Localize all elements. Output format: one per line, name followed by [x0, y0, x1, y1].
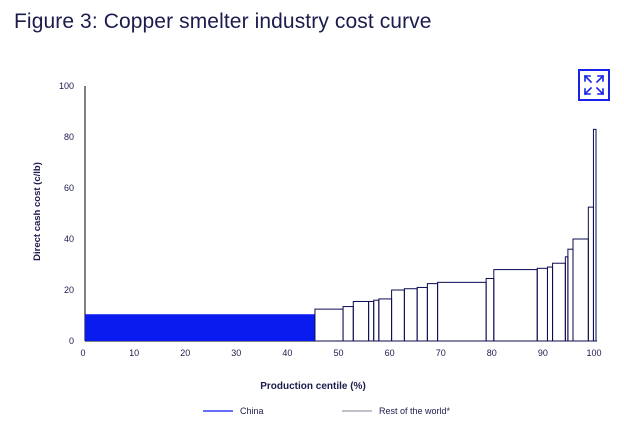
cost-segments: [85, 128, 597, 342]
x-tick-label: 10: [129, 348, 139, 358]
rest-of-world-segment: [426, 283, 439, 342]
y-tick-label: 20: [64, 285, 74, 295]
y-tick-label: 0: [69, 336, 74, 346]
x-tick-label: 70: [436, 348, 446, 358]
tick-labels: 0 20 40 60 80 100 0 10 20 30 40 50 60 70 80 90 100: [59, 81, 602, 358]
rest-of-world-segment: [342, 306, 354, 342]
x-tick-label: 0: [80, 348, 85, 358]
legend-label: Rest of the world*: [379, 406, 451, 416]
rest-of-world-segment: [368, 300, 375, 342]
rest-of-world-segment: [493, 269, 538, 342]
expand-arrows-icon: [583, 74, 605, 96]
x-tick-label: 50: [333, 348, 343, 358]
rest-of-world-segment: [536, 267, 548, 342]
expand-button[interactable]: [578, 69, 610, 101]
rest-of-world-segment: [391, 289, 405, 342]
x-tick-label: 20: [180, 348, 190, 358]
rest-of-world-segment: [352, 300, 370, 342]
legend-label: China: [240, 406, 264, 416]
x-tick-label: 90: [538, 348, 548, 358]
rest-of-world-segment: [567, 248, 574, 342]
y-tick-label: 60: [64, 183, 74, 193]
rest-of-world-segment: [416, 286, 428, 342]
x-tick-label: 30: [231, 348, 241, 358]
rest-of-world-segment: [587, 206, 594, 342]
page-title: Figure 3: Copper smelter industry cost c…: [14, 10, 432, 33]
x-axis-label: Production centile (%): [260, 381, 366, 392]
rest-of-world-segment: [552, 262, 566, 342]
x-tick-label: 80: [487, 348, 497, 358]
rest-of-world-segment: [373, 299, 380, 342]
y-axis-label: Direct cash cost (c/lb): [32, 162, 43, 261]
x-tick-label: 40: [282, 348, 292, 358]
y-tick-label: 100: [59, 81, 74, 91]
rest-of-world-segment: [314, 308, 344, 342]
x-tick-label: 100: [586, 348, 601, 358]
y-tick-label: 80: [64, 132, 74, 142]
legend: China Rest of the world*: [203, 406, 451, 416]
rest-of-world-segment: [572, 238, 589, 342]
rest-of-world-segment: [546, 266, 554, 342]
x-tick-label: 60: [385, 348, 395, 358]
y-tick-label: 40: [64, 234, 74, 244]
rest-of-world-segment: [437, 281, 487, 342]
rest-of-world-segment: [403, 288, 418, 342]
rest-of-world-segment: [378, 298, 393, 342]
rest-of-world-segment: [592, 128, 597, 342]
rest-of-world-segment: [485, 278, 495, 342]
china-segment: [85, 314, 315, 341]
